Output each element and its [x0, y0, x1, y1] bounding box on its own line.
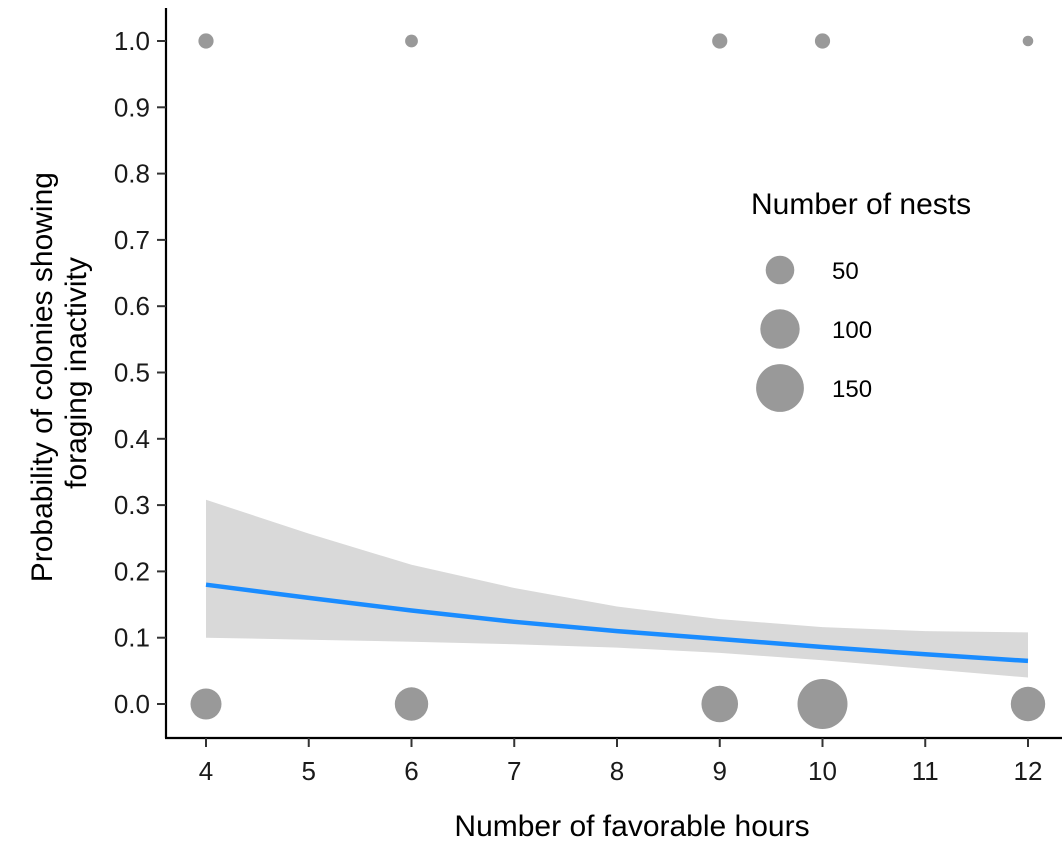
y-axis-title-line-2: foraging inactivity	[60, 257, 93, 489]
confidence-band	[206, 499, 1028, 678]
legend-label: 150	[832, 376, 872, 403]
legend-entries: 50 100 150	[756, 255, 872, 412]
legend-key	[765, 255, 795, 285]
y-tick-label: 0.2	[114, 556, 150, 586]
y-tick-label: 0.7	[114, 225, 150, 255]
y-tick-label: 0.6	[114, 291, 150, 321]
y-tick-label: 0.5	[114, 358, 150, 388]
x-tick-label: 10	[808, 756, 837, 786]
data-point	[1022, 35, 1034, 47]
y-tick-label: 1.0	[114, 26, 150, 56]
fit-line	[205, 582, 1029, 664]
x-tick-label: 8	[610, 756, 624, 786]
fit-line-layer	[205, 582, 1029, 664]
x-tick-label: 4	[199, 756, 213, 786]
y-tick-label: 0.3	[114, 490, 150, 520]
x-tick-label: 12	[1014, 756, 1043, 786]
y-axis-ticks: 0.0 0.1 0.2 0.3 0.4 0.5 0.6 0.7 0.8 0.9 1.0	[114, 26, 166, 719]
legend-key	[760, 309, 800, 349]
x-tick-label: 9	[713, 756, 727, 786]
data-point	[198, 33, 214, 49]
data-point	[394, 687, 429, 721]
x-tick-label: 7	[507, 756, 521, 786]
legend: Number of nests 50 100 150	[751, 188, 971, 412]
data-point	[797, 679, 848, 729]
x-axis-ticks: 4 5 6 7 8 9 10 11 12	[199, 738, 1043, 786]
data-point	[701, 685, 739, 723]
legend-label: 100	[832, 317, 872, 344]
data-point	[405, 34, 418, 48]
legend-label: 50	[832, 258, 859, 285]
legend-key	[756, 364, 804, 412]
y-tick-label: 0.9	[114, 92, 150, 122]
legend-title: Number of nests	[751, 188, 971, 221]
data-point	[190, 688, 222, 720]
y-tick-label: 0.0	[114, 689, 150, 719]
data-point	[1010, 686, 1046, 722]
confidence-band-layer	[206, 499, 1028, 678]
x-tick-label: 5	[302, 756, 316, 786]
x-axis-title: Number of favorable hours	[454, 810, 809, 843]
y-tick-label: 0.1	[114, 623, 150, 653]
y-tick-label: 0.8	[114, 159, 150, 189]
x-tick-label: 11	[912, 756, 939, 786]
points-layer	[190, 33, 1046, 729]
data-point	[712, 33, 728, 49]
y-axis-title-line-1: Probability of colonies showing	[26, 172, 59, 582]
x-tick-label: 6	[404, 756, 418, 786]
y-axis-title: Probability of colonies showing foraging…	[26, 164, 93, 583]
data-point	[814, 33, 831, 49]
y-tick-label: 0.4	[114, 424, 150, 454]
